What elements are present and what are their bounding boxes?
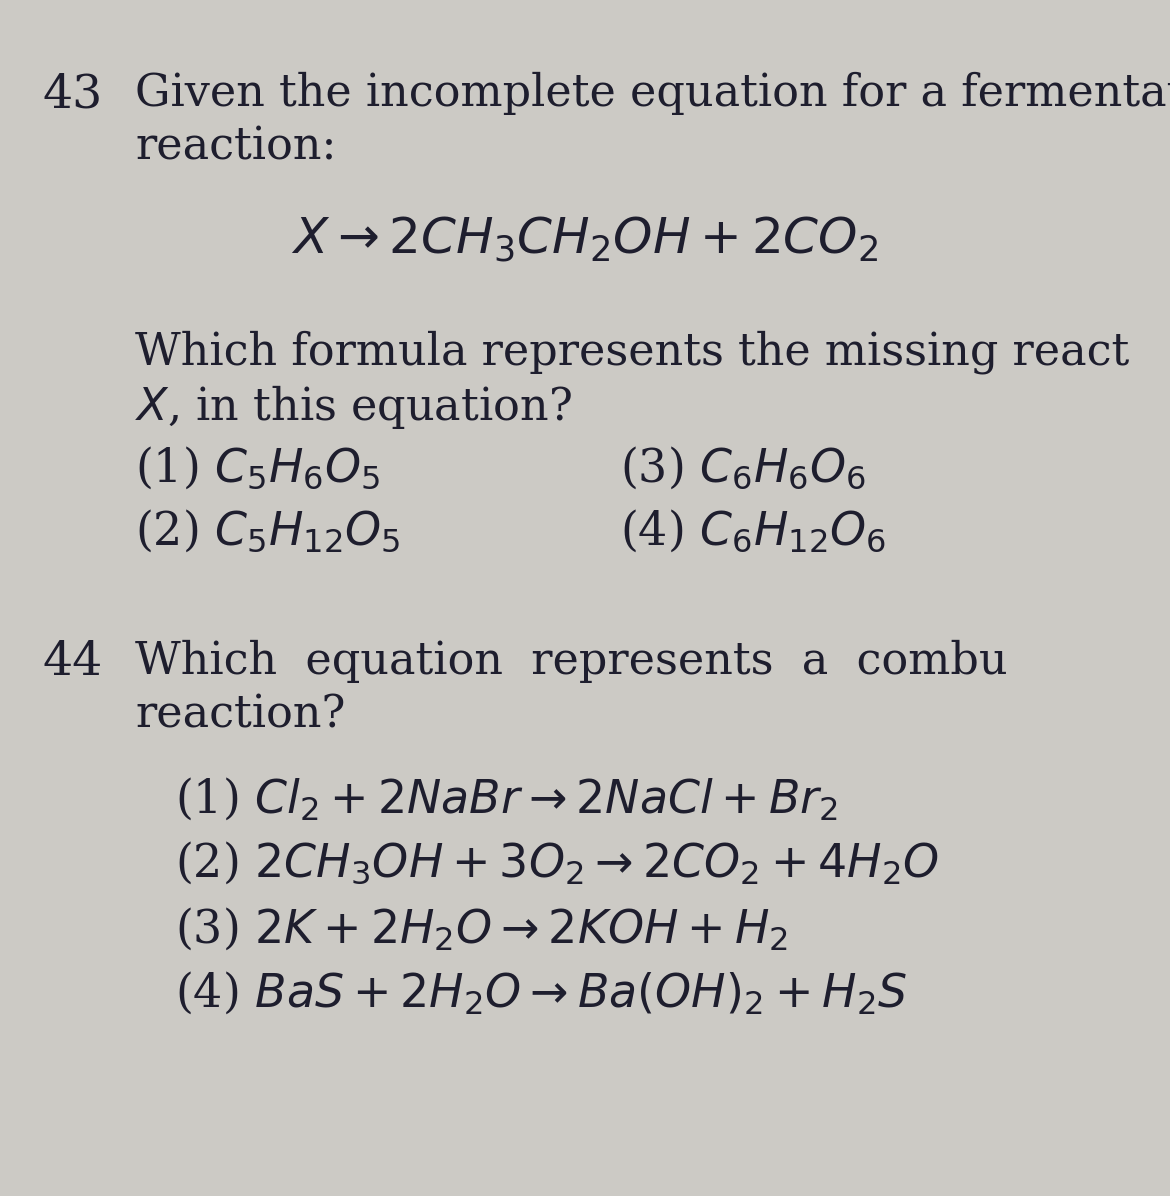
Text: (4) $C_6H_{12}O_6$: (4) $C_6H_{12}O_6$: [620, 508, 887, 555]
Text: (3) $C_6H_6O_6$: (3) $C_6H_6O_6$: [620, 445, 866, 492]
Text: (3) $2K + 2H_2O \rightarrow 2KOH + H_2$: (3) $2K + 2H_2O \rightarrow 2KOH + H_2$: [176, 905, 787, 952]
Text: 44: 44: [42, 640, 102, 685]
Text: Which formula represents the missing react: Which formula represents the missing rea…: [135, 330, 1129, 373]
Text: (4) $BaS + 2H_2O \rightarrow Ba(OH)_2 + H_2S$: (4) $BaS + 2H_2O \rightarrow Ba(OH)_2 + …: [176, 970, 908, 1017]
Text: $X$, in this equation?: $X$, in this equation?: [135, 383, 572, 431]
Text: 43: 43: [42, 72, 102, 117]
Text: (2) $C_5H_{12}O_5$: (2) $C_5H_{12}O_5$: [135, 508, 400, 555]
Text: $X \rightarrow 2CH_3CH_2OH + 2CO_2$: $X \rightarrow 2CH_3CH_2OH + 2CO_2$: [291, 215, 879, 264]
Text: reaction:: reaction:: [135, 126, 337, 169]
Text: Given the incomplete equation for a fermentati: Given the incomplete equation for a ferm…: [135, 72, 1170, 115]
Text: Which  equation  represents  a  combu: Which equation represents a combu: [135, 640, 1007, 683]
Text: (1) $Cl_2 + 2NaBr \rightarrow 2NaCl + Br_2$: (1) $Cl_2 + 2NaBr \rightarrow 2NaCl + Br…: [176, 775, 838, 822]
Text: (2) $2CH_3OH + 3O_2 \rightarrow 2CO_2 + 4H_2O$: (2) $2CH_3OH + 3O_2 \rightarrow 2CO_2 + …: [176, 840, 940, 886]
Text: reaction?: reaction?: [135, 692, 345, 737]
Text: (1) $C_5H_6O_5$: (1) $C_5H_6O_5$: [135, 445, 380, 492]
